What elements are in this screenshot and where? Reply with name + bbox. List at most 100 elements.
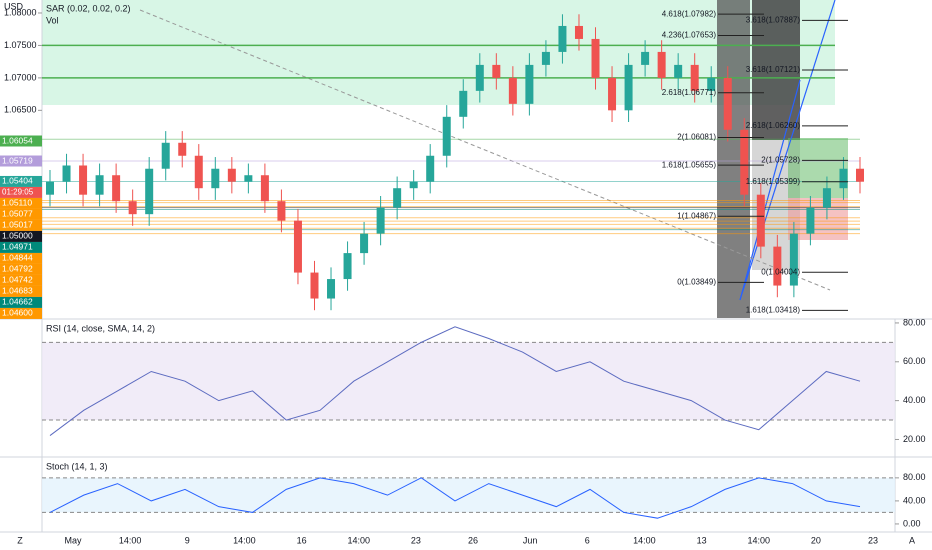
candle-body bbox=[145, 168, 154, 215]
fib-label: 3.618(1.07887) bbox=[746, 15, 801, 24]
price-tag bbox=[0, 241, 42, 253]
candle-body bbox=[112, 175, 121, 202]
price-label: 1.04683 bbox=[2, 286, 33, 296]
price-tag bbox=[0, 252, 42, 264]
candle-body bbox=[822, 188, 831, 208]
price-tag bbox=[0, 274, 42, 286]
candle-body bbox=[806, 207, 815, 234]
fib-label: 1.618(1.05399) bbox=[746, 177, 801, 186]
fib-label: 3.618(1.07121) bbox=[746, 65, 801, 74]
position-profit bbox=[788, 138, 848, 198]
currency: USD bbox=[4, 1, 24, 11]
candle-body bbox=[740, 129, 749, 195]
candle-body bbox=[475, 64, 484, 91]
price-label: 1.05017 bbox=[2, 220, 33, 230]
candle-body bbox=[690, 64, 699, 91]
y-tick-label: 60.00 bbox=[903, 356, 926, 366]
candle-body bbox=[641, 51, 650, 65]
x-tick-label: 14:00 bbox=[633, 535, 656, 545]
candle-body bbox=[293, 220, 302, 273]
position-loss bbox=[788, 198, 848, 240]
x-tick-label: May bbox=[64, 535, 82, 545]
x-tick-label: 23 bbox=[411, 535, 421, 545]
candle-body bbox=[178, 142, 187, 156]
price-label: 1.06054 bbox=[2, 135, 33, 145]
price-label: 1.05719 bbox=[2, 155, 33, 165]
price-tag bbox=[0, 197, 42, 209]
fib-label: 2.618(1.06260) bbox=[746, 121, 801, 130]
x-tick-label: 14:00 bbox=[747, 535, 770, 545]
candle-body bbox=[574, 25, 583, 39]
candle-body bbox=[360, 233, 369, 254]
price-label: 1.05077 bbox=[2, 209, 33, 219]
y-tick-label: 0.00 bbox=[903, 518, 921, 528]
candle-body bbox=[62, 165, 71, 182]
candle-body bbox=[277, 201, 286, 221]
x-tick-label: 13 bbox=[697, 535, 707, 545]
x-tick-label: 14:00 bbox=[119, 535, 142, 545]
candle-body bbox=[46, 181, 54, 195]
zone bbox=[42, 0, 835, 105]
candle-body bbox=[707, 77, 716, 91]
price-label: 1.05110 bbox=[2, 198, 32, 208]
x-tick-label: Jun bbox=[523, 535, 538, 545]
price-tag bbox=[0, 155, 42, 167]
price-label: 1.05404 bbox=[2, 176, 33, 186]
candle-body bbox=[260, 175, 269, 202]
price-tag bbox=[0, 208, 42, 220]
x-tick-label: 20 bbox=[811, 535, 821, 545]
candle-body bbox=[194, 155, 203, 189]
trend-line bbox=[139, 9, 831, 291]
y-tick-label: 1.07500 bbox=[4, 40, 37, 50]
candle-body bbox=[541, 51, 550, 65]
candle-body bbox=[244, 175, 253, 182]
candle-body bbox=[128, 201, 137, 215]
symbol-box bbox=[0, 186, 42, 198]
candle-body bbox=[211, 168, 220, 189]
symbol-name: EURUSD bbox=[44, 188, 78, 197]
fib-label: 0(1.04004) bbox=[761, 267, 800, 276]
indicator-line bbox=[49, 477, 861, 519]
candle-body bbox=[525, 64, 534, 104]
x-tick-label: 23 bbox=[868, 535, 878, 545]
candle-body bbox=[723, 77, 732, 130]
fib-label: 1.618(1.05655) bbox=[662, 160, 717, 169]
x-tick-label: 14:00 bbox=[233, 535, 256, 545]
candle-body bbox=[856, 168, 864, 182]
y-tick-label: 1.06500 bbox=[4, 105, 37, 115]
price-tag bbox=[0, 230, 42, 242]
candle-body bbox=[343, 253, 352, 280]
fib-label: 2.618(1.06771) bbox=[662, 88, 717, 97]
y-tick-label: 1.07000 bbox=[4, 72, 37, 82]
fib-label: 1(1.04867) bbox=[677, 211, 716, 220]
x-tick-label: 9 bbox=[185, 535, 190, 545]
candle-body bbox=[310, 272, 319, 299]
y-tick-label: 80.00 bbox=[903, 472, 926, 482]
price-label: 1.05000 bbox=[2, 231, 33, 241]
price-label: 1.04742 bbox=[2, 275, 33, 285]
candle-body bbox=[624, 64, 633, 111]
candle-body bbox=[608, 77, 617, 111]
candle-body bbox=[558, 25, 567, 52]
fib-label: 4.236(1.07653) bbox=[662, 31, 717, 40]
candle-body bbox=[79, 165, 88, 195]
y-tick-label: 40.00 bbox=[903, 395, 926, 405]
indicator-line bbox=[49, 326, 861, 436]
candle-body bbox=[376, 207, 385, 234]
indicator-title: Stoch (14, 1, 3) bbox=[46, 461, 108, 471]
x-tick-label: 14:00 bbox=[347, 535, 370, 545]
band bbox=[42, 477, 895, 513]
fib-label: 2(1.05728) bbox=[761, 156, 800, 165]
price-label: 1.04600 bbox=[2, 308, 33, 318]
x-tick-label: 26 bbox=[468, 535, 478, 545]
y-tick-label: 1.08000 bbox=[4, 7, 37, 17]
candle-body bbox=[442, 116, 451, 156]
candle-body bbox=[674, 64, 683, 78]
candle-body bbox=[95, 175, 104, 195]
y-tick-label: 80.00 bbox=[903, 317, 926, 327]
price-tag bbox=[0, 175, 42, 187]
candle-body bbox=[327, 279, 336, 299]
price-tag bbox=[0, 219, 42, 231]
x-tick-label: 6 bbox=[585, 535, 590, 545]
trend-line bbox=[739, 79, 801, 301]
